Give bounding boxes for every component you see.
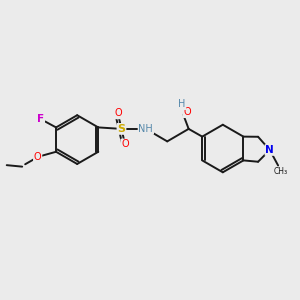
- Text: N: N: [266, 145, 274, 155]
- Text: NH: NH: [139, 124, 153, 134]
- Text: O: O: [121, 140, 129, 149]
- Text: H: H: [178, 99, 185, 109]
- Text: O: O: [114, 108, 122, 118]
- Text: O: O: [34, 152, 41, 162]
- Text: S: S: [118, 124, 125, 134]
- Text: F: F: [37, 114, 44, 124]
- Text: O: O: [183, 107, 191, 117]
- Text: CH₃: CH₃: [273, 167, 287, 176]
